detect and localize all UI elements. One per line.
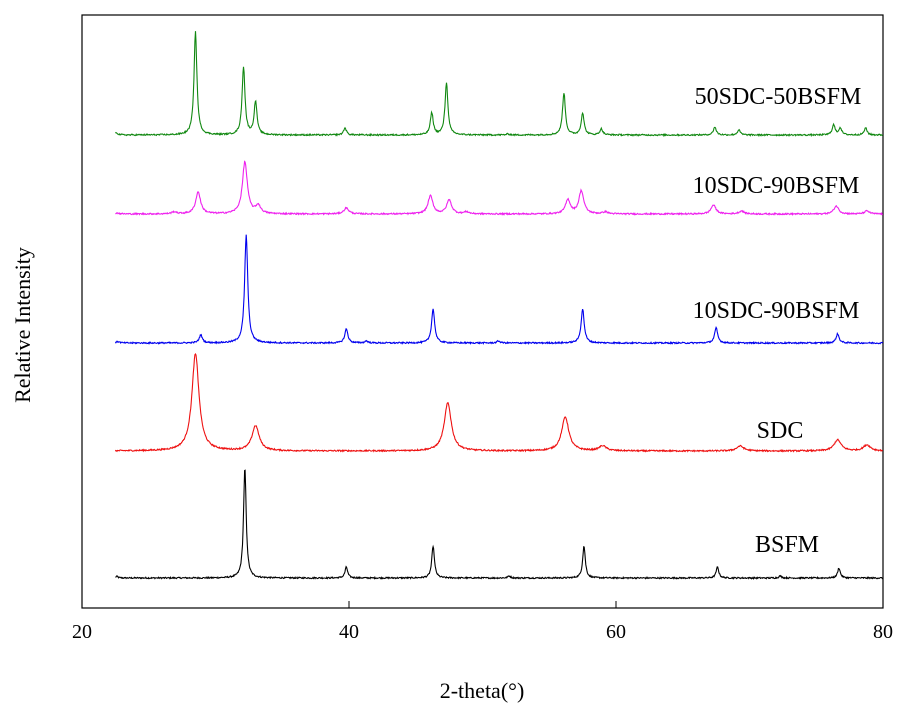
trace-2	[114, 234, 884, 345]
trace-3	[115, 160, 884, 217]
x-tick-label: 40	[339, 621, 359, 643]
x-axis-ticks: 20 40 60 80	[72, 601, 893, 643]
series-labels: BSFM SDC 10SDC-90BSFM 10SDC-90BSFM 50SDC-50B…	[693, 84, 862, 558]
plot-frame	[81, 14, 884, 609]
series-label-1: SDC	[757, 418, 804, 444]
traces	[114, 31, 884, 580]
trace-0	[115, 469, 884, 580]
series-label-0: BSFM	[755, 532, 819, 558]
series-label-3: 10SDC-90BSFM	[693, 173, 860, 199]
x-tick-label: 60	[606, 621, 626, 643]
trace-4	[115, 31, 884, 138]
x-tick-label: 20	[72, 621, 92, 643]
trace-1	[114, 353, 884, 453]
series-label-4: 50SDC-50BSFM	[695, 84, 862, 110]
series-label-2: 10SDC-90BSFM	[693, 298, 860, 324]
x-axis-title: 2-theta(°)	[440, 678, 525, 703]
x-tick-label: 80	[873, 621, 893, 643]
y-axis-title: Relative Intensity	[10, 247, 35, 403]
